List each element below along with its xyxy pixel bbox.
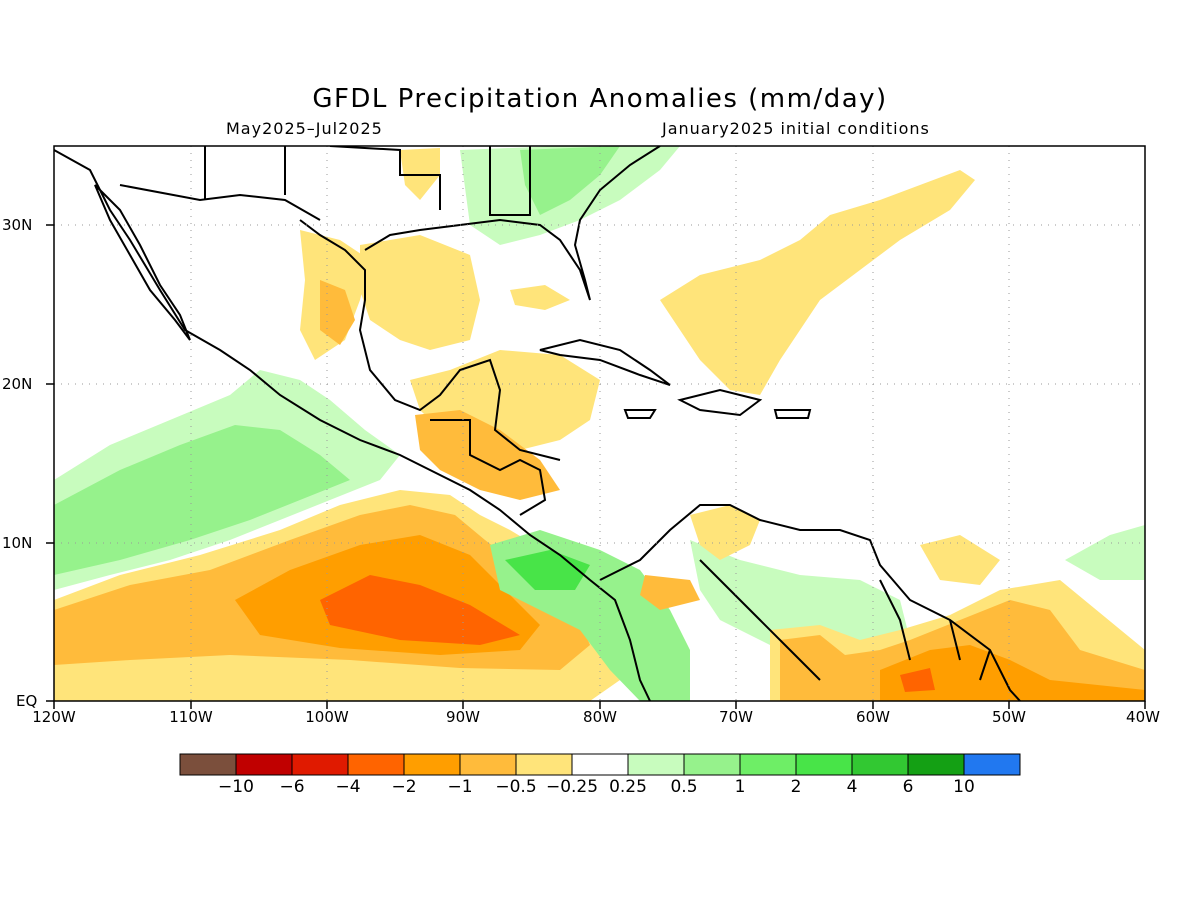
axis-ticks: [46, 224, 1146, 709]
lon-label-80w: 80W: [583, 708, 617, 726]
south-america-north-coast: [599, 504, 1021, 701]
lat-label-20n: 20N: [2, 375, 33, 393]
lon-label-60w: 60W: [856, 708, 890, 726]
colorbar-label: −0.25: [545, 777, 599, 797]
lon-label-40w: 40W: [1126, 708, 1160, 726]
colorbar-label: −10: [218, 777, 254, 797]
florida-dry: [510, 285, 570, 310]
lat-label-eq: EQ: [16, 692, 38, 710]
colorbar-label: 6: [902, 777, 914, 797]
gulf-coast: [299, 219, 561, 461]
colorbar-label: −2: [391, 777, 417, 797]
colorbar-swatch: [347, 753, 405, 776]
colorbar-label: 0.5: [670, 777, 698, 797]
puerto-rico: [773, 409, 812, 419]
central-america-borders: [430, 419, 547, 516]
colorbar-swatch: [683, 753, 741, 776]
colorbar-swatch: [851, 753, 909, 776]
colorbar-swatch: [515, 753, 573, 776]
period-label: May2025–Jul2025: [226, 119, 383, 138]
colorbar-label: −0.5: [495, 777, 537, 797]
colorbar-swatch: [571, 753, 629, 776]
colorbar-label: 2: [790, 777, 802, 797]
venezuela-dry: [690, 505, 760, 560]
guiana-dry: [880, 645, 1145, 701]
honduras-dry: [415, 410, 560, 500]
colorbar-swatch: [403, 753, 461, 776]
colorbar-swatch: [795, 753, 853, 776]
atlantic-dry: [660, 170, 975, 395]
jamaica: [623, 409, 657, 419]
mexico-dry-core: [320, 280, 355, 345]
lon-label-70w: 70W: [719, 708, 753, 726]
lat-label-10n: 10N: [2, 534, 33, 552]
colorbar-swatch: [291, 753, 349, 776]
colorbar-label: 4: [846, 777, 858, 797]
colorbar-swatch: [179, 753, 237, 776]
east-atlantic-wet: [1065, 525, 1145, 580]
colorbar-swatch: [627, 753, 685, 776]
lon-label-90w: 90W: [446, 708, 480, 726]
panama-wet-core: [505, 550, 590, 590]
colorbar-label: −4: [335, 777, 361, 797]
gulf-dry: [360, 235, 480, 350]
colorbar-label: 10: [953, 777, 975, 797]
anomaly-field: [54, 146, 1145, 701]
colorbar-label: 1: [734, 777, 746, 797]
east-atlantic-dry: [920, 535, 1000, 585]
colorbar-label: −6: [279, 777, 305, 797]
colorbar-swatch: [963, 753, 1021, 776]
colorbar-swatch: [459, 753, 517, 776]
inland-borders: [699, 559, 991, 681]
guiana-dry-core: [900, 668, 935, 692]
mexico-pacific-coast: [54, 149, 651, 701]
colorbar-label: −1: [447, 777, 473, 797]
initial-conditions-label: January2025 initial conditions: [662, 119, 930, 138]
colorbar-swatch: [907, 753, 965, 776]
baja-california: [94, 184, 191, 341]
us-mexico-border: [119, 146, 531, 221]
us-gulf-coast: [364, 146, 661, 301]
lon-label-50w: 50W: [992, 708, 1026, 726]
pacific-wet-core: [54, 425, 350, 575]
lat-label-30n: 30N: [2, 216, 33, 234]
hispaniola: [677, 388, 763, 417]
colombia-dry: [640, 575, 700, 610]
map-grid: [54, 146, 1145, 701]
lon-label-100w: 100W: [305, 708, 349, 726]
colorbar: [179, 753, 1021, 776]
pacific-dry-core: [320, 575, 520, 645]
us-east-wet-core: [520, 146, 620, 215]
colorbar-swatch: [739, 753, 797, 776]
lon-label-110w: 110W: [169, 708, 213, 726]
colorbar-swatch: [235, 753, 293, 776]
map-title: GFDL Precipitation Anomalies (mm/day): [312, 84, 888, 114]
coastlines: [54, 146, 1021, 701]
cuba: [539, 338, 671, 386]
lon-label-120w: 120W: [32, 708, 76, 726]
colorbar-label: 0.25: [609, 777, 647, 797]
